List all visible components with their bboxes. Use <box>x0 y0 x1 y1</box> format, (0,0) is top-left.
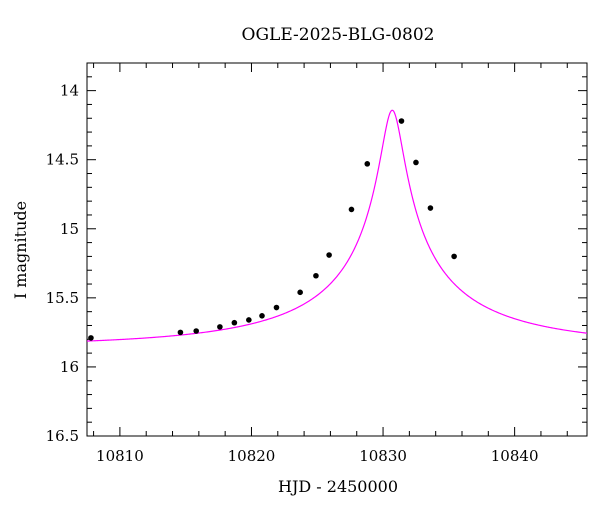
x-tick-label: 10810 <box>96 447 144 465</box>
data-point <box>413 159 419 166</box>
data-point <box>348 206 355 213</box>
data-point <box>427 205 434 211</box>
data-point <box>246 317 252 323</box>
data-point <box>259 313 265 319</box>
axis-ticks <box>87 62 587 437</box>
model-fit-curve <box>86 109 588 342</box>
x-tick-label: 10820 <box>228 447 276 465</box>
data-point <box>231 319 238 326</box>
y-tick-label: 14 <box>60 82 79 100</box>
data-point <box>177 329 184 336</box>
y-axis-label: I magnitude <box>11 201 30 299</box>
plot-frame <box>86 62 588 437</box>
data-point <box>297 289 303 296</box>
tick-labels: 10810 10820 10830 10840 14 14.5 15 15.5 16 16.5 <box>46 82 539 465</box>
x-tick-label: 10840 <box>491 447 539 465</box>
y-tick-label: 14.5 <box>46 151 79 169</box>
chart-title: OGLE-2025-BLG-0802 <box>242 25 435 45</box>
y-tick-label: 16 <box>60 358 79 376</box>
y-tick-label: 16.5 <box>46 427 79 445</box>
data-point <box>326 252 332 258</box>
data-point <box>398 118 405 124</box>
data-point <box>273 304 280 311</box>
data-point <box>193 328 200 334</box>
y-tick-label: 15.5 <box>46 289 79 307</box>
model-curve-layer <box>86 109 588 342</box>
x-axis-label: HJD - 2450000 <box>278 477 398 496</box>
data-point <box>88 335 94 341</box>
data-point <box>451 253 457 260</box>
x-tick-label: 10830 <box>359 447 407 465</box>
data-point <box>313 272 319 279</box>
data-point <box>364 161 371 167</box>
y-tick-label: 15 <box>60 220 79 238</box>
data-points-layer <box>88 118 457 341</box>
data-point <box>217 324 223 330</box>
